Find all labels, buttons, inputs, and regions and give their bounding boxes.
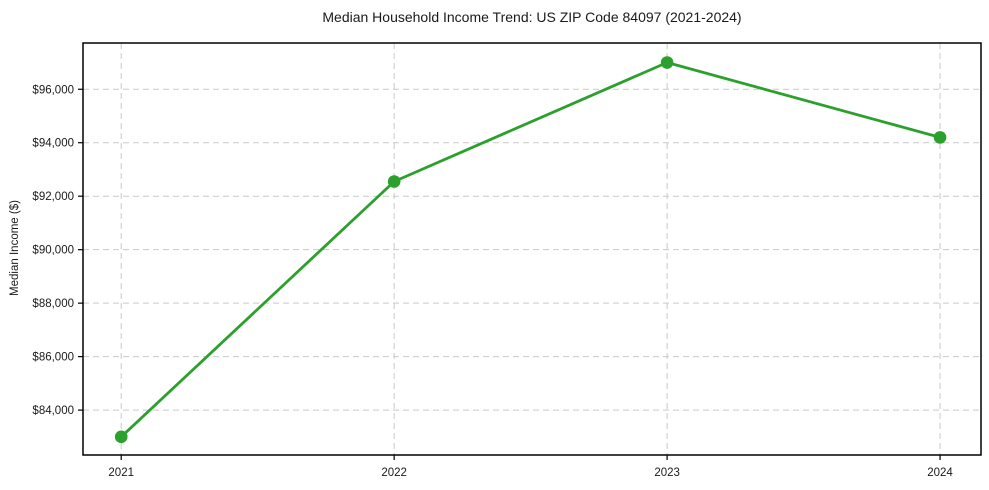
data-point-2021 (114, 430, 128, 444)
x-tick-label: 2021 (108, 467, 134, 479)
chart-title: Median Household Income Trend: US ZIP Co… (322, 9, 742, 25)
plot-border (82, 42, 982, 456)
data-point-2023 (660, 56, 674, 69)
y-tick-label: $84,000 (32, 405, 74, 417)
y-tick-label: $92,000 (32, 191, 74, 203)
y-tick-label: $88,000 (32, 298, 74, 310)
x-tick-label: 2024 (927, 467, 953, 479)
y-tick-label: $86,000 (32, 352, 74, 364)
income-trend-line (119, 61, 942, 439)
data-point-2022 (387, 175, 401, 188)
data-point-2024 (933, 131, 947, 144)
y-tick-label: $96,000 (32, 84, 74, 96)
y-tick-label: $90,000 (32, 245, 74, 257)
x-tick-label: 2023 (654, 467, 680, 479)
x-tick-label: 2022 (381, 467, 407, 479)
y-tick-label: $94,000 (32, 138, 74, 150)
